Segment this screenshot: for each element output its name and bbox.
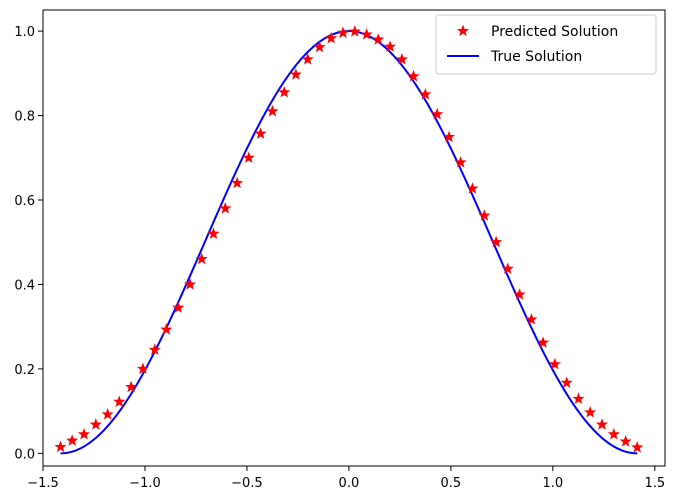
predicted-point [148,343,161,356]
predicted-point [219,202,232,214]
predicted-point [301,53,314,65]
predicted-point [442,130,456,143]
x-tick-label: 0.5 [441,476,462,491]
predicted-point [336,26,350,38]
predicted-point [607,427,620,440]
predicted-point [360,28,373,40]
legend-predicted-marker [456,24,470,37]
predicted-point [431,107,444,120]
x-tick-label: −1.0 [129,476,161,491]
predicted-point [478,209,491,221]
predicted-point [254,127,267,139]
axes-frame [42,9,666,467]
predicted-point [183,278,197,290]
predicted-point [348,25,361,37]
y-tick-label: 0.8 [14,110,35,125]
predicted-point [619,435,632,447]
predicted-point [125,380,138,393]
x-tick-label: 1.0 [542,476,563,491]
legend-true-label: True Solution [490,49,582,65]
predicted-point [54,440,67,453]
predicted-point [395,53,408,65]
predicted-point [384,40,397,52]
legend-predicted-label: Predicted Solution [491,24,618,40]
predicted-point [407,69,420,82]
predicted-point [537,336,550,348]
predicted-point [419,88,432,100]
x-tick-label: −0.5 [231,476,263,491]
axes: −1.5 −1.0 −0.5 0.0 0.5 1.0 1.5 0.0 0.2 0.4 0.6 0.8 1… [14,9,666,491]
predicted-point [207,227,220,239]
predicted-point [195,252,208,265]
predicted-point [372,33,385,45]
predicted-point [66,434,79,446]
legend-box [435,14,657,75]
predicted-point [160,323,173,335]
predicted-point [572,392,585,405]
predicted-point [466,182,479,194]
y-tick-label: 0.0 [14,447,35,462]
predicted-point [89,418,102,430]
predicted-point [278,85,291,98]
predicted-point [525,313,538,325]
predicted-point [289,68,302,80]
predicted-point [172,301,185,313]
predicted-point [513,288,526,300]
predicted-point [325,31,338,44]
predicted-point [584,406,597,418]
predicted-point [313,40,326,53]
y-tick-label: 0.2 [14,363,35,378]
predicted-point [77,427,91,440]
predicted-point [113,395,126,407]
y-tick-label: 1.0 [14,25,35,40]
y-tick-label: 0.4 [14,278,35,293]
y-tick-label: 0.6 [14,194,35,209]
x-tick-label: 1.5 [644,476,665,491]
predicted-point [490,235,503,248]
predicted-point [548,357,561,370]
predicted-point [560,376,573,388]
plot-area [54,25,644,455]
legend: Predicted Solution True Solution [435,14,657,75]
predicted-point [595,418,609,430]
predicted-point [101,408,114,420]
predicted-point [501,262,514,274]
predicted-point [454,156,467,168]
predicted-point [242,151,255,163]
predicted-point [631,441,644,453]
predicted-point [136,362,149,375]
x-tick-label: 0.0 [339,476,360,491]
predicted-point [231,176,244,189]
predicted-point [266,104,279,117]
x-tick-label: −1.5 [27,476,59,491]
